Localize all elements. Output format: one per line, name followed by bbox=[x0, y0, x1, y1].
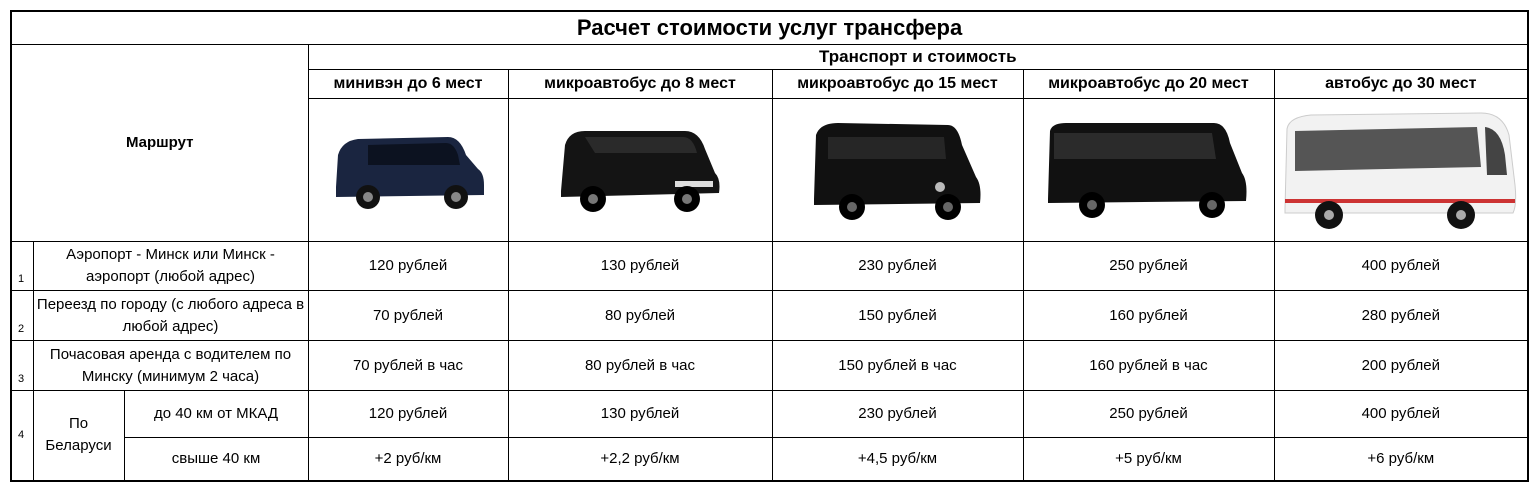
row-number: 2 bbox=[10, 290, 34, 341]
route-cell: Почасовая аренда с водителем по Минску (… bbox=[32, 340, 309, 391]
belarus-label: По Беларуси bbox=[32, 390, 125, 481]
table-row: свыше 40 км +2 руб/км +2,2 руб/км +4,5 р… bbox=[11, 437, 1529, 481]
table-row: 4 По Беларуси до 40 км от МКАД 120 рубле… bbox=[10, 390, 1529, 481]
route-cell: до 40 км от МКАД bbox=[123, 390, 309, 438]
vehicle-name: микроавтобус до 15 мест bbox=[771, 69, 1024, 99]
price-cell: 200 рублей bbox=[1273, 340, 1529, 391]
vehicle-name: автобус до 30 мест bbox=[1273, 69, 1529, 99]
price-cell: +5 руб/км bbox=[1022, 437, 1275, 481]
vehicle-name: микроавтобус до 8 мест bbox=[507, 69, 773, 99]
price-cell: 250 рублей bbox=[1022, 390, 1275, 438]
price-cell: 120 рублей bbox=[307, 241, 509, 291]
price-cell: 250 рублей bbox=[1022, 241, 1275, 291]
route-cell: свыше 40 км bbox=[123, 437, 309, 481]
route-cell: Аэропорт - Минск или Минск - аэропорт (л… bbox=[32, 241, 309, 291]
vehicle-name: минивэн до 6 мест bbox=[307, 69, 509, 99]
table-row: 3 Почасовая аренда с водителем по Минску… bbox=[10, 340, 1529, 391]
price-cell: 120 рублей bbox=[307, 390, 509, 438]
price-cell: 400 рублей bbox=[1273, 390, 1529, 438]
price-cell: 150 рублей bbox=[771, 290, 1024, 341]
price-cell: 80 рублей в час bbox=[507, 340, 773, 391]
price-cell: 80 рублей bbox=[507, 290, 773, 341]
table-row: 1 Аэропорт - Минск или Минск - аэропорт … bbox=[10, 241, 1529, 291]
sprinter-image bbox=[771, 98, 1024, 242]
price-cell: +2,2 руб/км bbox=[507, 437, 773, 481]
price-cell: +4,5 руб/км bbox=[771, 437, 1024, 481]
transport-header: Транспорт и стоимость bbox=[307, 44, 1529, 70]
price-cell: 130 рублей bbox=[507, 241, 773, 291]
price-cell: +6 руб/км bbox=[1273, 437, 1529, 481]
row-number: 3 bbox=[10, 340, 34, 391]
table-row: 2 Переезд по городу (с любого адреса в л… bbox=[10, 290, 1529, 341]
price-cell: 230 рублей bbox=[771, 390, 1024, 438]
price-cell: 70 рублей bbox=[307, 290, 509, 341]
route-header: Маршрут bbox=[10, 44, 309, 242]
price-cell: 160 рублей в час bbox=[1022, 340, 1275, 391]
vehicle-name: микроавтобус до 20 мест bbox=[1022, 69, 1275, 99]
price-cell: 230 рублей bbox=[771, 241, 1024, 291]
minibus-image bbox=[507, 98, 773, 242]
transfer-price-table: Расчет стоимости услуг трансфера Маршрут… bbox=[10, 10, 1530, 482]
price-cell: 400 рублей bbox=[1273, 241, 1529, 291]
minivan-image bbox=[307, 98, 509, 242]
table-title: Расчет стоимости услуг трансфера bbox=[10, 10, 1529, 45]
route-cell: Переезд по городу (с любого адреса в люб… bbox=[32, 290, 309, 341]
bus-image bbox=[1273, 98, 1529, 242]
row-number: 1 bbox=[10, 241, 34, 291]
price-cell: +2 руб/км bbox=[307, 437, 509, 481]
price-cell: 130 рублей bbox=[507, 390, 773, 438]
sprinter-long-image bbox=[1022, 98, 1275, 242]
price-cell: 150 рублей в час bbox=[771, 340, 1024, 391]
price-cell: 160 рублей bbox=[1022, 290, 1275, 341]
row-number: 4 bbox=[10, 390, 34, 481]
price-cell: 280 рублей bbox=[1273, 290, 1529, 341]
price-cell: 70 рублей в час bbox=[307, 340, 509, 391]
